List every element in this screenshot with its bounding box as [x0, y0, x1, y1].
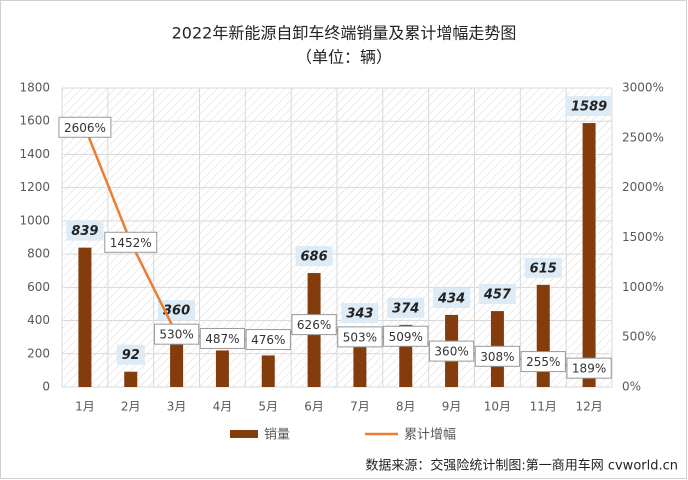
x-tick-label: 1月 [75, 400, 95, 414]
bar-data-label: 343 [346, 307, 373, 322]
bar-data-label-box [524, 257, 562, 278]
bar-data-label: 457 [483, 288, 512, 303]
bar-data-label-box [116, 344, 145, 365]
y-tick-label: 1400 [19, 147, 50, 161]
y-tick-label: 200 [27, 346, 50, 360]
x-tick-label: 11月 [530, 400, 557, 414]
line-data-label: 189% [572, 362, 606, 376]
bar-data-label: 615 [530, 261, 557, 276]
bar [582, 123, 596, 388]
line-data-label: 509% [389, 330, 423, 344]
x-tick-label: 9月 [442, 400, 462, 414]
chart-title: 2022年新能源自卸车终端销量及累计增幅走势图 [172, 24, 517, 43]
line-data-label-box [153, 323, 200, 345]
y-tick-label: 600 [27, 280, 50, 294]
bar-data-label-box [295, 246, 333, 267]
bar-data-label-box [66, 220, 104, 241]
line-data-label: 487% [205, 332, 239, 346]
line-data-label: 626% [297, 318, 331, 332]
bar-data-label-box [565, 96, 613, 117]
bar-data-label: 434 [437, 291, 465, 306]
bar-data-label: 1589 [571, 100, 607, 115]
line-data-label: 530% [159, 328, 193, 342]
bar-data-label: 360 [163, 304, 190, 319]
bar-data-label: 92 [122, 348, 140, 363]
source-note: 数据来源：交强险统计制图:第一商用车网 cvworld.cn [365, 458, 678, 474]
y-tick-label: 0 [42, 380, 50, 394]
y2-tick-label: 2500% [622, 130, 664, 144]
line-data-label: 1452% [110, 236, 152, 250]
y-tick-label: 1200 [19, 180, 50, 194]
bar-data-label: 686 [301, 250, 328, 265]
line-data-label: 2606% [64, 121, 106, 135]
line-data-label: 476% [251, 333, 285, 347]
line-data-label: 360% [434, 345, 468, 359]
y2-tick-label: 2000% [622, 180, 664, 194]
x-tick-label: 4月 [213, 400, 233, 414]
legend-label: 销量 [264, 428, 290, 443]
line-data-label-box [474, 345, 521, 367]
line-data-label-box [104, 231, 158, 253]
line-data-label-box [245, 329, 291, 351]
y2-tick-label: 1500% [622, 230, 664, 244]
line-data-label-box [337, 326, 383, 348]
line-data-label-box [566, 357, 612, 379]
legend-label: 累计增幅 [404, 428, 456, 443]
bar-data-label: 839 [71, 224, 98, 239]
bar [78, 247, 92, 387]
y2-tick-label: 0% [622, 380, 641, 394]
y-tick-label: 1600 [19, 114, 50, 128]
line-data-label: 503% [343, 330, 377, 344]
line-data-label: 255% [526, 355, 560, 369]
y2-tick-label: 1000% [622, 280, 664, 294]
x-tick-label: 8月 [396, 400, 416, 414]
y2-tick-label: 500% [622, 330, 656, 344]
line-data-label: 308% [480, 350, 514, 364]
legend-swatch [230, 430, 258, 438]
y-tick-label: 400 [27, 313, 50, 327]
bar-data-label-box [433, 287, 471, 308]
y2-tick-label: 3000% [622, 81, 664, 95]
x-tick-label: 10月 [484, 400, 511, 414]
x-tick-label: 2月 [121, 400, 141, 414]
y-tick-label: 1800 [19, 81, 50, 95]
bar-data-label: 374 [392, 301, 419, 316]
line-data-label-box [520, 351, 566, 373]
x-tick-label: 5月 [258, 400, 278, 414]
y-tick-label: 800 [27, 247, 50, 261]
y-tick-label: 1000 [19, 213, 50, 227]
bar-data-label-box [387, 297, 425, 318]
bar [124, 371, 138, 387]
bar-data-label-box [478, 284, 516, 305]
x-tick-label: 6月 [304, 400, 324, 414]
line-data-label-box [199, 327, 246, 349]
line-data-label-box [428, 340, 475, 362]
line-data-label-box [58, 116, 112, 138]
bar [261, 355, 275, 387]
x-tick-label: 7月 [350, 400, 370, 414]
line-data-label-box [383, 325, 429, 347]
x-tick-label: 12月 [575, 400, 602, 414]
bar-data-label-box [341, 303, 379, 324]
chart-subtitle: （单位：辆） [296, 48, 392, 67]
line-data-label-box [291, 314, 337, 336]
bar [215, 350, 229, 387]
x-tick-label: 3月 [167, 400, 187, 414]
